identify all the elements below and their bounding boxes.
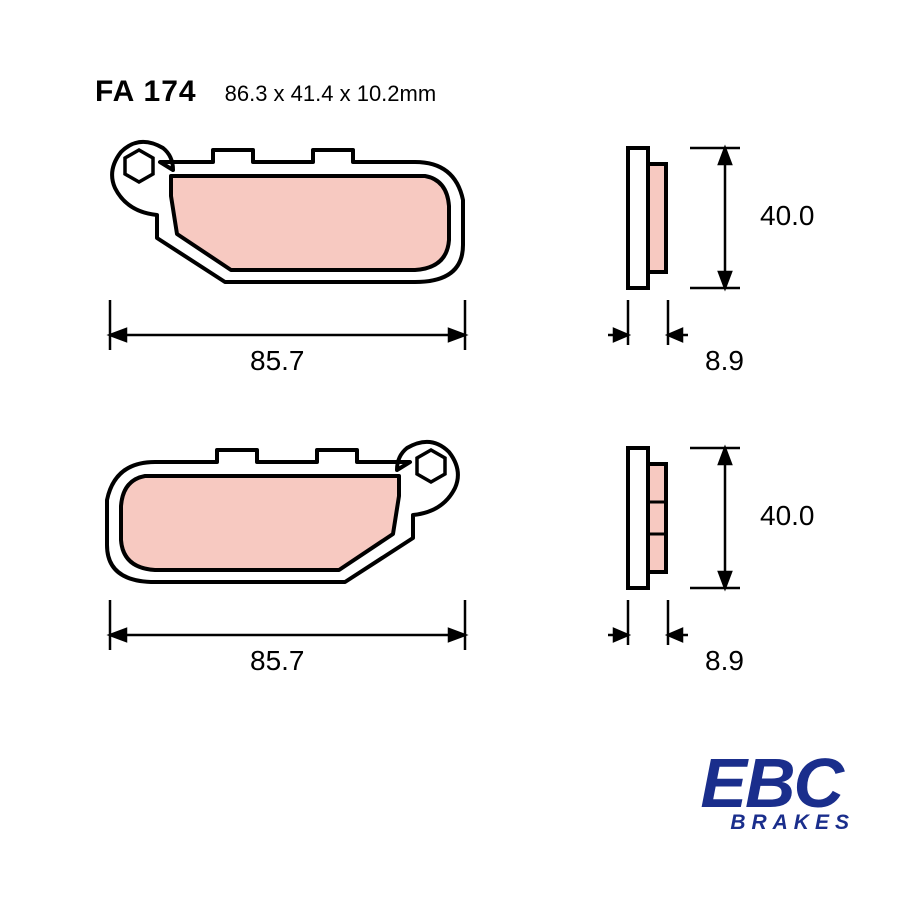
- dim-lines-top: [80, 120, 800, 380]
- ebc-logo: EBC BRAKES: [700, 752, 855, 835]
- part-number: FA 174: [95, 75, 197, 109]
- logo-main: EBC: [700, 752, 855, 815]
- header: FA 174 86.3 x 41.4 x 10.2mm: [95, 75, 436, 109]
- dimensions-text: 86.3 x 41.4 x 10.2mm: [225, 81, 437, 107]
- dim-height-top: 40.0: [760, 200, 815, 232]
- dim-thick-bottom: 8.9: [705, 645, 744, 677]
- dim-height-bottom: 40.0: [760, 500, 815, 532]
- dim-width-top: 85.7: [250, 345, 305, 377]
- dim-lines-bottom: [80, 420, 800, 680]
- dim-width-bottom: 85.7: [250, 645, 305, 677]
- dim-thick-top: 8.9: [705, 345, 744, 377]
- diagram-canvas: FA 174 86.3 x 41.4 x 10.2mm: [0, 0, 900, 900]
- logo-sub: BRAKES: [730, 811, 855, 835]
